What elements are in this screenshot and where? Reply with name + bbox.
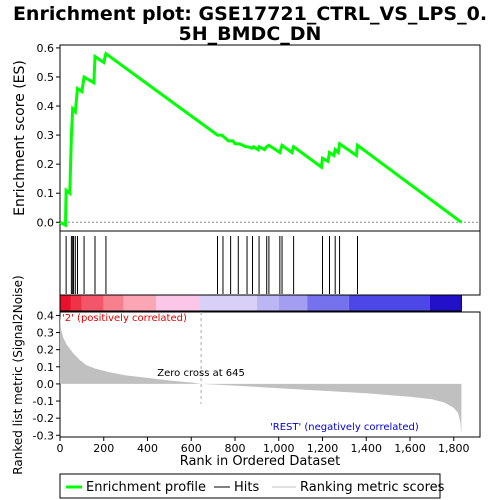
x-tick-label: 1,800 — [438, 442, 470, 455]
heatmap-segment — [103, 295, 124, 311]
metric-axis-label: Ranked list metric (Signal2Noise) — [11, 275, 25, 474]
positive-correlation-label: '2' (positively correlated) — [62, 313, 187, 324]
legend-box — [59, 473, 441, 499]
metric-y-tick-label: 0.1 — [37, 361, 55, 374]
es-axis-label: Enrichment score (ES) — [12, 60, 28, 216]
es-y-tick-label: 0.2 — [37, 158, 55, 171]
metric-panel-frame — [59, 311, 481, 438]
zero-cross-label: Zero cross at 645 — [157, 368, 245, 379]
legend-hits-label: Hits — [234, 480, 259, 495]
heatmap-segment — [429, 295, 462, 311]
chart-title-line1: Enrichment plot: GSE17721_CTRL_VS_LPS_0. — [13, 3, 487, 25]
enrichment-profile-line — [59, 51, 463, 228]
x-tick-label: 200 — [93, 442, 114, 455]
es-y-tick-label: 0.6 — [37, 42, 55, 55]
legend-enrichment-label: Enrichment profile — [86, 480, 206, 495]
negative-correlation-label: 'REST' (negatively correlated) — [270, 422, 419, 433]
x-tick-label: 1,400 — [351, 442, 383, 455]
metric-y-tick-label: -0.2 — [33, 412, 54, 425]
heatmap-segment — [307, 295, 349, 311]
metric-y-tick-label: -0.1 — [33, 395, 54, 408]
x-tick-label: 1,200 — [307, 442, 339, 455]
es-y-tick-label: 0.3 — [37, 129, 55, 142]
x-tick-label: 600 — [181, 442, 202, 455]
heatmap-segment — [278, 295, 308, 311]
x-axis-label: Rank in Ordered Dataset — [180, 454, 341, 469]
es-y-tick-label: 0.5 — [37, 71, 55, 84]
heatmap-segment — [200, 295, 257, 311]
es-panel-frame — [59, 44, 481, 232]
hits-panel-frame — [59, 230, 481, 296]
heatmap-segment — [81, 295, 104, 311]
x-tick-label: 0 — [57, 442, 64, 455]
legend-ranking-label: Ranking metric scores — [300, 480, 445, 495]
metric-y-tick-label: 0.3 — [37, 327, 55, 340]
chart-title-line2: 5H_BMDC_DN — [179, 23, 322, 45]
heatmap-frame — [59, 294, 462, 312]
es-y-tick-label: 0.0 — [37, 216, 55, 229]
x-tick-label: 1,000 — [263, 442, 295, 455]
heatmap-segment — [70, 295, 82, 311]
heatmap-segment — [60, 295, 71, 311]
metric-y-tick-label: 0.2 — [37, 344, 55, 357]
heatmap-segment — [123, 295, 157, 311]
metric-y-tick-label: 0.4 — [37, 309, 55, 322]
metric-y-tick-label: 0.0 — [37, 378, 55, 391]
metric-y-tick-label: -0.3 — [33, 429, 54, 442]
x-tick-label: 400 — [137, 442, 158, 455]
heatmap-segment — [256, 295, 279, 311]
es-y-tick-label: 0.1 — [37, 187, 55, 200]
x-tick-label: 800 — [225, 442, 246, 455]
heatmap-segment — [348, 295, 430, 311]
es-y-tick-label: 0.4 — [37, 100, 55, 113]
x-tick-label: 1,600 — [394, 442, 426, 455]
heatmap-segment — [156, 295, 200, 311]
